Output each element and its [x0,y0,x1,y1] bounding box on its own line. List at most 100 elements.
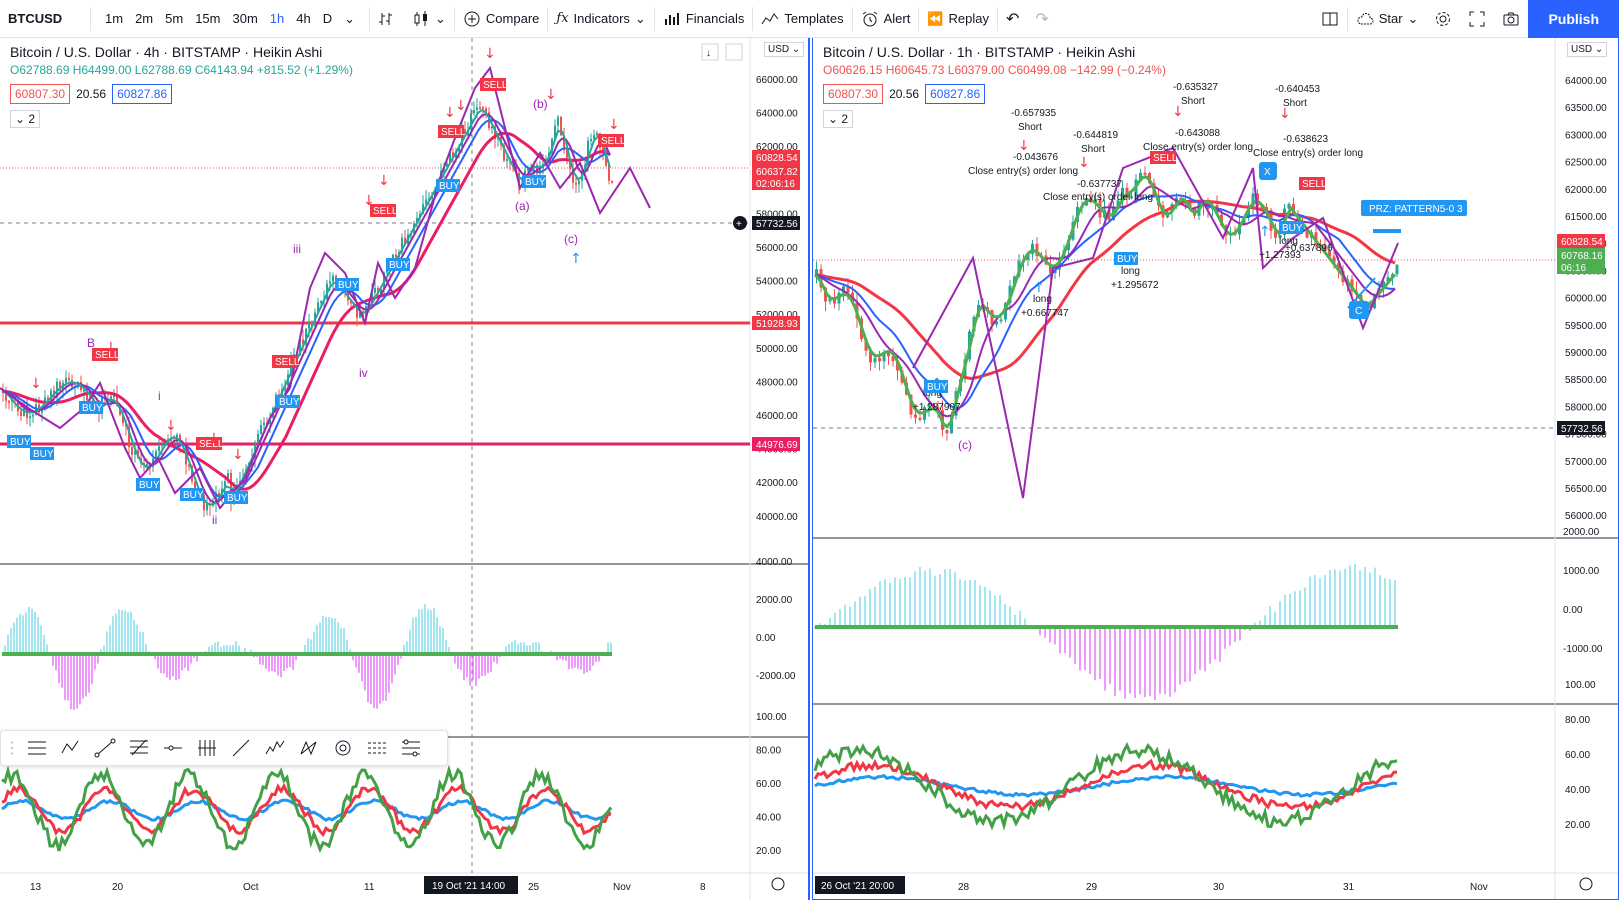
replay-button[interactable]: ⏪ Replay [919,0,997,38]
candle-body [882,352,886,362]
candle-body [452,152,454,159]
interval-15m[interactable]: 15m [195,11,221,26]
fib-tool-icon[interactable] [125,734,153,762]
time-axis[interactable]: 13 20 Oct 11 25 Nov 8 [30,882,706,893]
chart-panel-left[interactable]: Bitcoin / U.S. Dollar · 4h · BITSTAMP · … [0,38,810,900]
crosshair-plus-icon[interactable] [733,216,747,230]
elliott-wave-zigzag[interactable] [0,65,651,510]
rsi-pane[interactable] [1,764,613,854]
undo-icon: ↶ [1006,10,1020,28]
regression-tool-icon[interactable] [397,734,425,762]
wave-label-iii: iii [293,242,301,256]
countdown-text: 02:06:16 [756,179,795,190]
price-tick-label: 58000.00 [1565,402,1607,413]
templates-button[interactable]: Templates [753,0,851,38]
rsi-tick-label: 40.00 [756,813,781,824]
interval-5m[interactable]: 5m [165,11,184,26]
settings-button[interactable] [1426,0,1460,38]
chart-type-candles-button[interactable]: ⌄ [404,0,454,38]
candle-body [470,113,472,130]
strategy-annotation: +0.667747 [1021,308,1069,319]
price-axis[interactable]: 64000.00 63500.00 63000.00 62500.00 62000.00… [1565,76,1607,522]
rsi-tick-label: 100.00 [756,712,787,723]
chevron-down-icon: ⌄ [1594,44,1604,55]
currency-select[interactable]: USD ⌄ [1567,42,1608,57]
interval-1h[interactable]: 1h [269,11,285,26]
candle-body [896,361,899,371]
sell-signal [272,355,298,368]
oscillator-pane[interactable] [814,563,1398,701]
rsi-line [1,798,612,822]
fib-spiral-tool-icon[interactable] [329,734,357,762]
price-tick-label: 56000.00 [1565,511,1607,522]
chart-type-bars-button[interactable] [370,0,404,38]
scroll-down-button[interactable] [701,43,719,61]
chart-canvas-right[interactable]: PRZ: PATTERN5-0 3 X C (c) -0.657935 Short… [813,38,1618,900]
xabcd-pattern-tool-icon[interactable] [295,734,323,762]
divider [369,6,371,31]
candle-body [563,135,565,150]
gear-icon[interactable] [771,877,785,891]
candle-body [1332,256,1336,264]
currency-select[interactable]: USD ⌄ [764,42,805,57]
layout-select-button[interactable] [1313,0,1347,38]
pattern-point-x [1259,162,1277,180]
buy-signal-label: BUY [338,280,359,291]
gear-icon[interactable] [1579,877,1593,891]
candle-body [539,167,541,174]
time-tick-label: 13 [30,882,42,893]
interval-1m[interactable]: 1m [105,11,124,26]
indicators-collapse-toggle[interactable]: ⌄ 2 [10,110,41,128]
candle-body [5,392,7,401]
alert-button[interactable]: Alert [853,0,919,38]
candle-body [485,108,487,113]
interval-2m[interactable]: 2m [135,11,154,26]
horizontal-lines-tool-icon[interactable] [23,734,51,762]
interval-30m[interactable]: 30m [232,11,258,26]
parallel-channel-tool-icon[interactable] [363,734,391,762]
publish-button[interactable]: Publish [1528,0,1619,38]
interval-4h[interactable]: 4h [296,11,311,26]
maximize-pane-button[interactable] [725,43,743,61]
candle-body [491,126,493,129]
financials-button[interactable]: Financials [655,0,753,38]
chart-canvas-left[interactable]: iii iv i ii (a) (b) (c) B SELL SELL SELL… [0,38,810,900]
snapshot-button[interactable] [1494,0,1528,38]
buy-signal-label: BUY [1117,254,1138,265]
candle-body [611,180,613,183]
harmonic-pattern-zigzag[interactable] [912,146,1399,499]
time-axis[interactable]: 28 29 30 31 Nov [958,882,1488,893]
candle-body [161,444,163,447]
indicators-button[interactable]: ƒx Indicators ⌄ [548,0,653,38]
price-axis[interactable]: 66000.0064000.0062000.0060000.0058000.00… [756,75,798,523]
compare-button[interactable]: Compare [455,0,547,38]
drag-handle-icon[interactable]: ⋮ [4,740,20,757]
elliott-wave-tool-icon[interactable] [261,734,289,762]
interval-D[interactable]: D [322,11,333,26]
save-layout-button[interactable]: Star ⌄ [1348,0,1427,38]
trend-line-tool-icon[interactable] [91,734,119,762]
fullscreen-button[interactable] [1460,0,1494,38]
candle-body [404,237,406,245]
undo-button[interactable]: ↶ [998,0,1027,38]
oscillator-pane[interactable] [1,604,612,710]
time-tick-label: 31 [1343,882,1355,893]
candle-body [20,411,22,417]
candle-body [1395,264,1399,275]
chart-panel-right[interactable]: Bitcoin / U.S. Dollar · 1h · BITSTAMP · … [812,38,1619,900]
interval-dropdown-chevron-icon[interactable]: ⌄ [344,10,356,26]
value-mid: 20.56 [76,87,107,101]
pitchfork-tool-icon[interactable] [193,734,221,762]
redo-button[interactable]: ↷ [1027,0,1056,38]
candle-body [479,107,481,110]
abcd-pattern-tool-icon[interactable] [57,734,85,762]
rsi-pane[interactable] [813,742,1398,831]
candle-body [188,464,190,467]
symbol-search[interactable]: BTCUSD [0,0,90,38]
ray-tool-icon[interactable] [227,734,255,762]
price-tick-label: 61500.00 [1565,212,1607,223]
candle-body [395,254,397,258]
horizontal-ray-tool-icon[interactable] [159,734,187,762]
time-cursor-tag [424,876,518,894]
indicators-collapse-toggle[interactable]: ⌄ 2 [823,110,854,128]
